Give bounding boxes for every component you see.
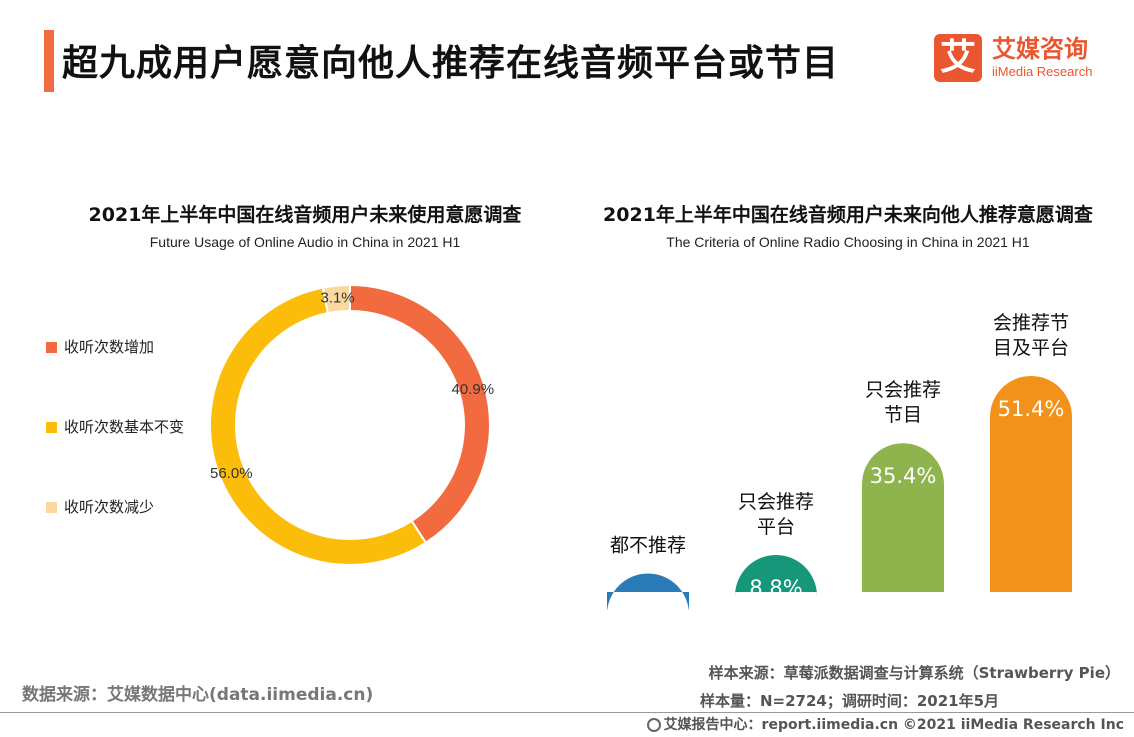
iimedia-logo: 艾 艾媒咨询 iiMedia Research — [934, 34, 1114, 86]
bar-category-platform-only-line1: 只会推荐 — [738, 491, 814, 513]
sample-size-note: 样本量：N=2724；调研时间：2021年5月 — [700, 692, 1000, 710]
sample-source-note: 样本来源：草莓派数据调查与计算系统（Strawberry Pie） — [708, 664, 1120, 682]
logo-en-text: iiMedia Research — [992, 64, 1093, 79]
bar-program-only — [862, 443, 944, 592]
bar-category-program-only-line2: 节目 — [884, 404, 922, 426]
bar-platform-only — [735, 555, 817, 597]
legend-label-unchanged: 收听次数基本不变 — [64, 418, 185, 436]
donut-chart: 40.9% 56.0% 3.1% — [209, 283, 495, 566]
bar-category-program-only-line1: 只会推荐 — [865, 379, 941, 401]
bar-value-platform-only: 8.8% — [749, 576, 802, 600]
bar-value-none: 4.4% — [621, 595, 674, 610]
footer-divider — [0, 712, 1134, 713]
bar-value-program-only: 35.4% — [870, 464, 937, 488]
donut-label-increase: 40.9% — [452, 381, 495, 398]
page-title: 超九成用户愿意向他人推荐在线音频平台或节目 — [62, 43, 840, 84]
donut-label-unchanged: 56.0% — [210, 465, 253, 482]
legend-label-decrease: 收听次数减少 — [64, 498, 155, 516]
bar-category-platform-only-line2: 平台 — [757, 516, 795, 538]
legend-swatch-unchanged — [46, 422, 57, 433]
bar-category-none-line1: 都不推荐 — [610, 535, 686, 557]
data-source-note: 数据来源：艾媒数据中心(data.iimedia.cn) — [22, 685, 374, 705]
legend-item-increase: 收听次数增加 — [46, 336, 154, 360]
logo-cn-text: 艾媒咨询 — [992, 35, 1088, 63]
bar-value-both: 51.4% — [998, 397, 1065, 421]
right-chart-title: 2021年上半年中国在线音频用户未来向他人推荐意愿调查 — [603, 204, 1093, 226]
donut-slice-increase — [349, 283, 491, 545]
donut-slice-unchanged — [209, 286, 428, 566]
legend-swatch-decrease — [46, 502, 57, 513]
globe-icon — [646, 718, 661, 732]
legend-item-unchanged: 收听次数基本不变 — [46, 416, 184, 440]
legend-label-increase: 收听次数增加 — [64, 338, 155, 356]
left-chart-title: 2021年上半年中国在线音频用户未来使用意愿调查 — [88, 204, 522, 226]
legend-swatch-increase — [46, 342, 57, 353]
donut-legend: 收听次数增加 收听次数基本不变 收听次数减少 — [46, 336, 216, 526]
donut-label-decrease: 3.1% — [320, 290, 354, 307]
title-accent-bar — [44, 30, 54, 92]
copyright-note: 艾媒报告中心：report.iimedia.cn ©2021 iiMedia R… — [646, 714, 1124, 734]
donut-slice-decrease — [321, 283, 351, 315]
bar-both — [990, 376, 1072, 592]
logo-badge-icon: 艾 — [934, 34, 982, 82]
copyright-text: 艾媒报告中心：report.iimedia.cn ©2021 iiMedia R… — [663, 717, 1124, 733]
right-chart-subtitle: The Criteria of Online Radio Choosing in… — [666, 234, 1030, 250]
bar-category-both-line2: 目及平台 — [993, 337, 1069, 359]
left-chart-subtitle: Future Usage of Online Audio in China in… — [149, 234, 461, 250]
legend-item-decrease: 收听次数减少 — [46, 496, 154, 520]
bar-none — [607, 573, 689, 610]
bar-category-both-line1: 会推荐节 — [993, 312, 1069, 334]
